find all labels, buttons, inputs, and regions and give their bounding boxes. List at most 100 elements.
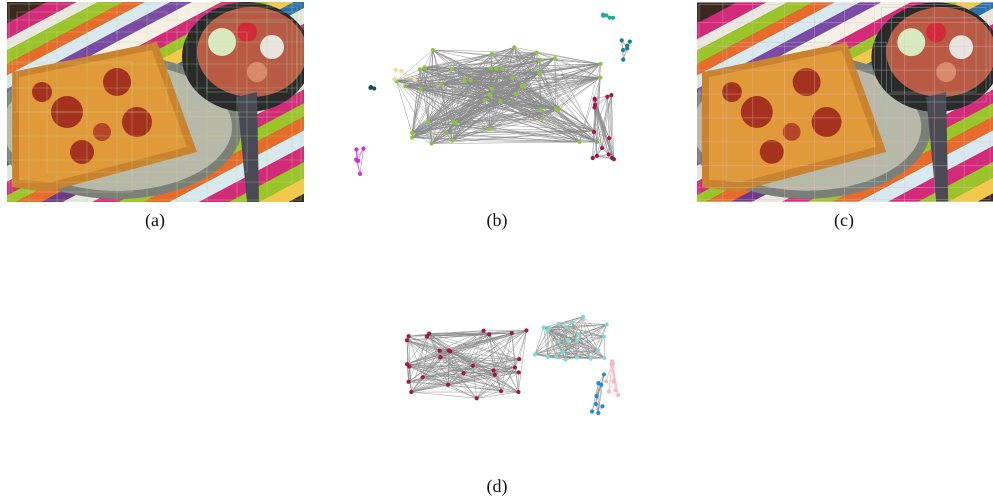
node (422, 65, 427, 70)
edge (422, 374, 495, 378)
edge (464, 80, 580, 143)
edge (448, 374, 495, 385)
edge (408, 366, 410, 382)
node (430, 47, 435, 53)
edge (594, 99, 610, 139)
edge (543, 327, 591, 359)
node (545, 354, 550, 360)
edge (394, 78, 415, 81)
edge (594, 107, 615, 160)
edge (451, 68, 601, 78)
panel-c-image (697, 2, 993, 202)
edge (494, 332, 513, 375)
node (462, 78, 467, 83)
edge (405, 86, 454, 122)
cluster-3 (604, 359, 621, 398)
node (537, 58, 542, 63)
caption-a: (a) (145, 210, 165, 230)
edge (453, 118, 543, 122)
edge (456, 118, 543, 124)
edge (500, 333, 513, 392)
edge (356, 148, 364, 160)
node (372, 86, 377, 91)
edge (491, 77, 601, 90)
edge (405, 80, 465, 87)
edge (406, 364, 412, 393)
edge (412, 133, 447, 138)
edge (452, 68, 491, 122)
photo-c (697, 2, 993, 202)
edge (440, 356, 464, 374)
edge (405, 86, 492, 90)
node (468, 77, 473, 83)
edge (514, 47, 556, 110)
edge (562, 324, 607, 353)
edge (427, 122, 580, 143)
edge (396, 63, 601, 82)
node (619, 38, 624, 43)
edge (441, 84, 454, 122)
edge (514, 47, 559, 111)
edge (411, 53, 492, 138)
edge (611, 95, 615, 160)
edge (411, 350, 440, 393)
edge (411, 49, 434, 138)
edge (411, 79, 471, 138)
node (611, 378, 616, 383)
edge (406, 363, 519, 373)
node (602, 355, 607, 361)
node (545, 328, 550, 333)
edge (422, 365, 473, 378)
edge (452, 130, 595, 141)
edge (547, 336, 605, 358)
node (569, 320, 575, 325)
node (607, 15, 612, 20)
edge (409, 350, 449, 367)
edge (396, 80, 543, 119)
edge (494, 374, 519, 393)
edge (547, 324, 607, 331)
edge (609, 138, 615, 160)
edge (494, 358, 520, 376)
edge (558, 77, 601, 111)
edge (494, 330, 527, 375)
edge (605, 364, 612, 382)
edge (579, 77, 601, 142)
node (354, 147, 359, 152)
node (357, 171, 363, 176)
edge (406, 330, 527, 365)
edge (424, 67, 453, 141)
edge (427, 84, 442, 123)
edge (424, 67, 429, 123)
edge (452, 77, 601, 141)
edge (452, 108, 556, 141)
edge (431, 68, 452, 144)
edge (405, 86, 580, 143)
node (592, 105, 597, 110)
node (470, 363, 475, 368)
edge (448, 350, 519, 373)
node (392, 76, 397, 82)
node (393, 67, 398, 72)
node (449, 66, 454, 71)
edge (485, 99, 559, 111)
edge (593, 131, 598, 156)
edge (547, 330, 599, 351)
edge (562, 326, 567, 353)
node (403, 84, 408, 89)
edge (441, 84, 556, 110)
node (534, 50, 539, 55)
edge (446, 77, 601, 134)
node (601, 372, 607, 377)
node (368, 84, 374, 90)
edge (490, 68, 556, 110)
edge (408, 372, 519, 383)
graph-d (404, 314, 621, 416)
node (492, 372, 497, 377)
node (577, 139, 582, 144)
edge (594, 99, 615, 160)
edge (472, 358, 520, 366)
node (474, 396, 479, 401)
edge (422, 356, 441, 378)
edge (426, 336, 495, 376)
